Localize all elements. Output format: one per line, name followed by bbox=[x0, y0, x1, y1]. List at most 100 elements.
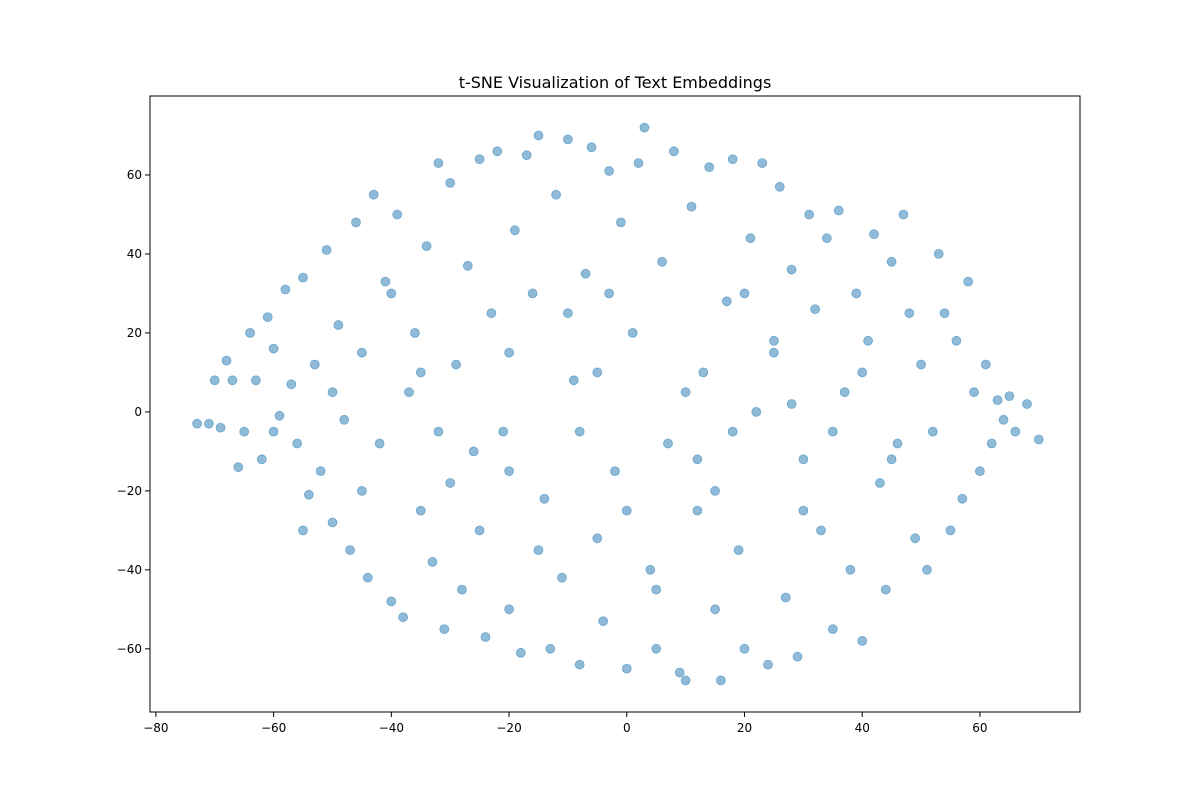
data-point bbox=[245, 327, 256, 338]
data-point bbox=[250, 375, 261, 386]
data-point bbox=[904, 308, 915, 319]
data-point bbox=[286, 379, 297, 390]
data-point bbox=[910, 533, 921, 544]
points-layer bbox=[192, 122, 1044, 686]
data-point bbox=[763, 659, 773, 670]
data-point bbox=[256, 454, 267, 465]
data-point bbox=[727, 426, 738, 437]
data-point bbox=[745, 233, 756, 244]
data-point bbox=[922, 564, 932, 575]
data-point bbox=[1004, 391, 1015, 402]
data-point bbox=[945, 525, 956, 536]
data-point bbox=[557, 572, 567, 583]
data-point bbox=[262, 312, 273, 323]
data-point bbox=[680, 387, 691, 398]
x-tick-label: −40 bbox=[379, 721, 404, 735]
data-point bbox=[221, 355, 232, 366]
data-point bbox=[957, 493, 968, 504]
data-point bbox=[769, 335, 779, 346]
data-point bbox=[292, 438, 303, 449]
data-point bbox=[298, 272, 308, 283]
data-point bbox=[227, 375, 238, 386]
data-point bbox=[739, 643, 750, 654]
data-point bbox=[504, 466, 515, 477]
data-point bbox=[686, 201, 697, 212]
data-point bbox=[515, 647, 526, 658]
data-point bbox=[704, 162, 715, 173]
data-point bbox=[933, 248, 944, 259]
data-point bbox=[721, 296, 732, 307]
data-point bbox=[445, 478, 456, 488]
data-point bbox=[639, 122, 650, 133]
data-point bbox=[303, 489, 314, 500]
data-point bbox=[857, 636, 868, 646]
data-point bbox=[510, 225, 520, 236]
data-point bbox=[421, 241, 432, 252]
data-point bbox=[315, 466, 326, 477]
data-point bbox=[215, 422, 226, 433]
data-point bbox=[563, 134, 573, 145]
data-point bbox=[563, 308, 573, 319]
data-point bbox=[769, 347, 779, 358]
data-point bbox=[533, 545, 544, 555]
x-tick-label: 0 bbox=[623, 721, 631, 735]
data-point bbox=[810, 304, 820, 315]
data-point bbox=[692, 454, 703, 465]
data-point bbox=[698, 367, 709, 378]
data-point bbox=[692, 505, 703, 516]
data-point bbox=[409, 327, 420, 338]
data-point bbox=[833, 205, 844, 216]
y-tick-label: −60 bbox=[117, 642, 142, 656]
data-point bbox=[869, 229, 879, 240]
data-point bbox=[886, 256, 897, 267]
data-point bbox=[533, 130, 544, 141]
data-point bbox=[892, 438, 903, 449]
data-point bbox=[774, 181, 785, 192]
data-point bbox=[727, 154, 738, 165]
data-point bbox=[939, 308, 950, 319]
data-point bbox=[857, 367, 868, 378]
data-point bbox=[627, 327, 638, 338]
axes-frame bbox=[149, 95, 1081, 713]
data-point bbox=[433, 426, 444, 437]
data-point bbox=[492, 146, 503, 157]
data-point bbox=[875, 478, 885, 488]
data-point bbox=[975, 466, 985, 477]
data-point bbox=[786, 264, 797, 275]
data-point bbox=[816, 525, 826, 536]
data-point bbox=[992, 395, 1003, 406]
data-point bbox=[321, 245, 332, 255]
data-point bbox=[351, 217, 361, 228]
data-point bbox=[657, 256, 667, 267]
data-point bbox=[780, 592, 791, 603]
data-point bbox=[710, 604, 720, 615]
data-point bbox=[1010, 426, 1021, 437]
data-point bbox=[680, 675, 691, 686]
data-point bbox=[663, 438, 673, 449]
data-point bbox=[822, 233, 832, 244]
data-point bbox=[1033, 434, 1044, 445]
data-point bbox=[339, 414, 350, 425]
data-point bbox=[621, 505, 632, 516]
data-point bbox=[333, 320, 344, 330]
data-point bbox=[468, 446, 479, 457]
data-point bbox=[527, 288, 538, 299]
data-point bbox=[863, 335, 873, 346]
data-point bbox=[374, 438, 385, 449]
x-tick-label: 20 bbox=[737, 721, 752, 735]
data-point bbox=[669, 146, 679, 157]
data-point bbox=[345, 545, 356, 555]
data-point bbox=[804, 209, 815, 220]
data-point bbox=[356, 485, 367, 496]
data-point bbox=[798, 454, 809, 465]
data-point bbox=[415, 367, 426, 378]
data-point bbox=[757, 158, 768, 169]
data-point bbox=[739, 288, 750, 299]
data-point bbox=[415, 505, 426, 516]
data-point bbox=[604, 288, 614, 299]
data-point bbox=[298, 525, 308, 536]
data-point bbox=[480, 632, 491, 642]
data-point bbox=[462, 260, 473, 271]
data-point bbox=[621, 663, 632, 674]
